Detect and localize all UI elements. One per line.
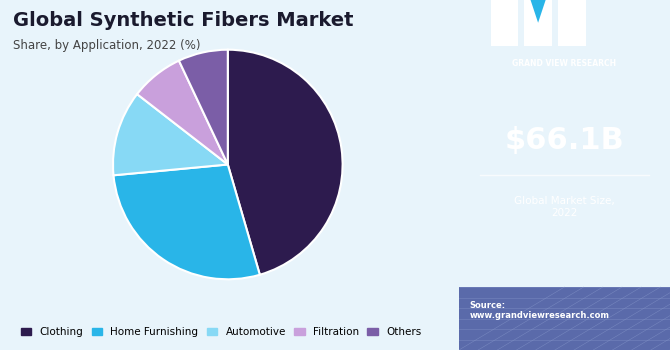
FancyBboxPatch shape (459, 287, 670, 350)
Wedge shape (137, 61, 228, 164)
Text: Global Synthetic Fibers Market: Global Synthetic Fibers Market (13, 10, 354, 29)
FancyBboxPatch shape (490, 0, 518, 46)
Text: Source:
www.grandviewresearch.com: Source: www.grandviewresearch.com (470, 301, 610, 320)
Text: Global Market Size,
2022: Global Market Size, 2022 (514, 196, 615, 218)
Text: $66.1B: $66.1B (505, 126, 624, 154)
Wedge shape (179, 50, 228, 164)
FancyBboxPatch shape (558, 0, 586, 46)
Wedge shape (113, 164, 260, 279)
Polygon shape (527, 0, 549, 23)
Text: GRAND VIEW RESEARCH: GRAND VIEW RESEARCH (513, 60, 616, 69)
Wedge shape (228, 50, 342, 275)
Legend: Clothing, Home Furnishing, Automotive, Filtration, Others: Clothing, Home Furnishing, Automotive, F… (17, 323, 425, 341)
Wedge shape (113, 94, 228, 175)
Text: Share, by Application, 2022 (%): Share, by Application, 2022 (%) (13, 38, 201, 51)
FancyBboxPatch shape (525, 0, 552, 46)
